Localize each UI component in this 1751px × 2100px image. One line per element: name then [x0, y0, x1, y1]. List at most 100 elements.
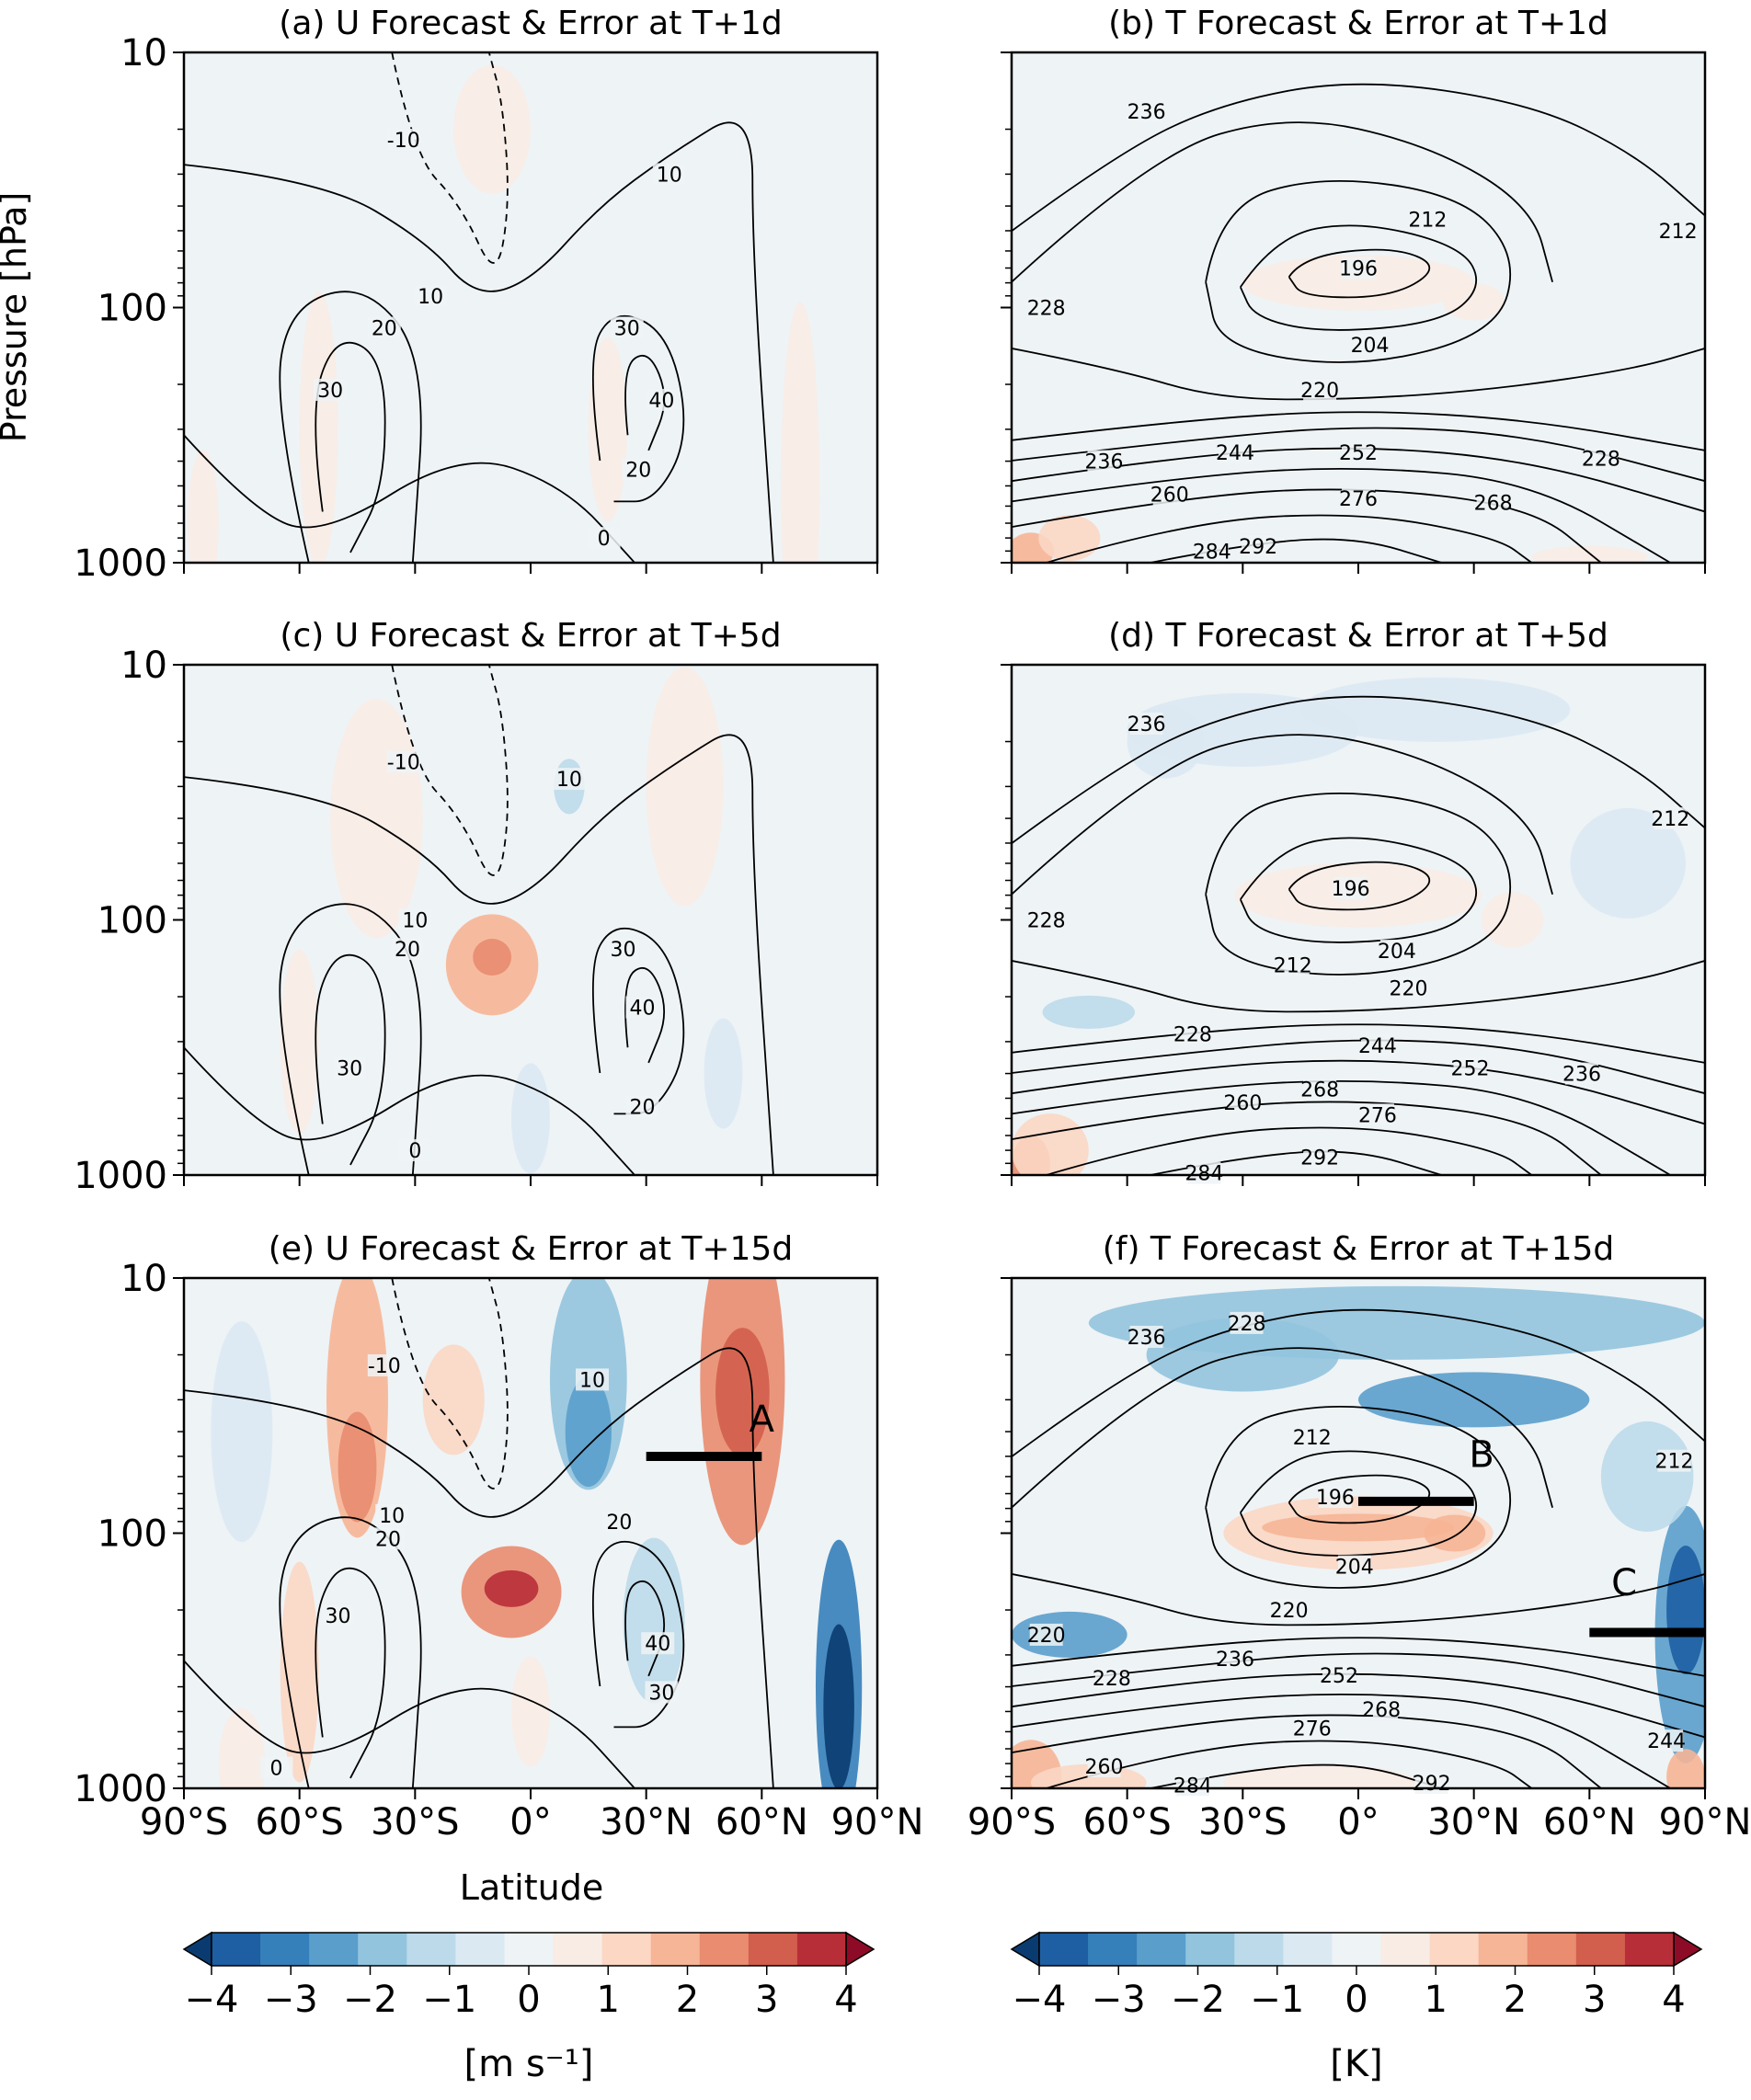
contour-label: 40	[645, 1633, 670, 1656]
error-shading-blob	[280, 949, 319, 1134]
error-shading-blob	[1443, 283, 1505, 321]
colorbar-1: −4 −3 −2 −1 0 1 2 3 4 [m s⁻¹]	[182, 1931, 876, 2085]
contour-line	[1012, 121, 1553, 283]
contour-label-bg	[1175, 1022, 1209, 1045]
contour-line	[315, 341, 386, 554]
contour-label: 204	[1378, 941, 1416, 964]
colorbar-bin	[650, 1933, 701, 1966]
contour-label-bg	[1187, 1161, 1221, 1184]
contour-label: -10	[387, 752, 420, 775]
contour-label-bg	[587, 527, 621, 550]
contour-label: 212	[1651, 808, 1689, 831]
error-shading-blob	[646, 667, 724, 907]
contour-label-bg	[1295, 1425, 1329, 1448]
contour-line	[591, 314, 685, 503]
contour-label: 0	[270, 1758, 283, 1781]
contour-label: 212	[1293, 1427, 1332, 1450]
y-tick-label: 100	[97, 900, 167, 942]
contour-line	[279, 291, 422, 563]
contour-label-bg	[1226, 1091, 1260, 1114]
contour-label-bg	[1152, 483, 1186, 506]
annotation-letter: A	[750, 1398, 775, 1441]
x-tick-label: 90°N	[1659, 1801, 1751, 1843]
error-shading-blob	[823, 1624, 854, 1788]
contour-label: 10	[657, 164, 682, 187]
contour-label-bg	[414, 284, 448, 307]
contour-label-bg	[652, 163, 686, 186]
contour-label: 20	[629, 1097, 655, 1120]
contour-line	[1046, 1740, 1533, 1788]
y-tick-label: 1000	[74, 542, 167, 585]
error-shading-blob	[511, 1656, 550, 1767]
y-tick-label: 1000	[74, 1155, 167, 1197]
contour-label-bg	[641, 1632, 675, 1655]
error-shading-blob	[1042, 995, 1136, 1029]
error-shading-blob	[511, 1063, 550, 1174]
contour-label-bg	[390, 938, 424, 961]
contour-label-bg	[1218, 1647, 1252, 1670]
contour-line	[1240, 837, 1478, 943]
colorbar-tick-label: 2	[676, 1979, 699, 2021]
colorbar-bin	[504, 1933, 555, 1966]
contour-label: 10	[579, 1369, 605, 1392]
contour-label-bg	[1087, 450, 1121, 473]
forecast-contours	[1012, 695, 1705, 1175]
contour-label: 220	[1270, 1600, 1309, 1623]
contour-label: 220	[1300, 380, 1339, 403]
contour-label-bg	[314, 378, 348, 401]
contour-label-bg	[1295, 1717, 1329, 1740]
colorbar-tick-label: 3	[755, 1979, 778, 2021]
contour-label-bg	[1195, 540, 1229, 563]
contour-line	[1046, 1126, 1533, 1175]
panel-a: -10 10 10 20 30 30 40 20 0 (a) U Forecast & Error…	[74, 5, 879, 585]
x-tick-label: 60°N	[715, 1801, 808, 1843]
contour-label-bg	[576, 1368, 610, 1391]
contour-line	[1205, 179, 1512, 363]
contour-line	[391, 1278, 509, 1489]
contour-label-bg	[1453, 1056, 1487, 1079]
colorbar-extend-low	[182, 1931, 212, 1968]
contour-label: 236	[1127, 713, 1166, 736]
colorbar-tick-label: −2	[1171, 1979, 1225, 2021]
colorbar-extend-high	[845, 1931, 876, 1968]
contour-label: 228	[1027, 910, 1066, 933]
contour-label-bg	[1129, 99, 1163, 122]
colorbar-bin	[1478, 1933, 1528, 1966]
contour-label-bg	[1411, 208, 1445, 231]
error-shading-blob	[715, 1328, 770, 1457]
contour-line	[1046, 514, 1533, 563]
x-tick-label: 90°S	[140, 1801, 228, 1843]
colorbars-layer: −4 −3 −2 −1 0 1 2 3 4 [m s⁻¹] −4 −3 −2 −1 0 1 2 3 4 [K]	[182, 1931, 1703, 2085]
contour-label: 212	[1659, 221, 1698, 244]
contour-label: 10	[402, 910, 428, 933]
error-shading-blob	[338, 1411, 377, 1523]
forecast-contours	[1012, 83, 1705, 563]
error-shading-blob	[588, 337, 627, 521]
x-tick-label: 60°S	[1083, 1801, 1172, 1843]
contour-line	[1012, 467, 1671, 563]
plot-background	[184, 52, 877, 563]
contour-label-bg	[1175, 1774, 1209, 1797]
contour-label-bg	[1087, 1755, 1121, 1778]
contour-label-bg	[1650, 1729, 1684, 1752]
contour-label-bg	[1029, 1623, 1063, 1646]
contour-line	[1240, 224, 1478, 331]
contour-label: 244	[1647, 1730, 1686, 1753]
colorbar-bin	[553, 1933, 603, 1966]
colorbar-tick-label: 0	[517, 1979, 540, 2021]
annotation-letter: B	[1469, 1433, 1494, 1476]
error-shading-blob	[1570, 807, 1687, 919]
colorbar-bin	[1039, 1933, 1089, 1966]
contour-label-bg	[1414, 1771, 1448, 1794]
panel-title: (a) U Forecast & Error at T+1d	[279, 5, 782, 42]
contour-label: 20	[395, 939, 420, 962]
contour-label: 284	[1193, 541, 1231, 564]
colorbar-extend-low	[1010, 1931, 1040, 1968]
colorbar-bin	[1185, 1933, 1235, 1966]
colorbar-bin	[358, 1933, 407, 1966]
colorbar-tick-label: 4	[1662, 1979, 1685, 2021]
contour-label: 268	[1474, 492, 1513, 515]
contour-label-bg	[386, 129, 420, 152]
contour-label-bg	[1242, 534, 1276, 557]
